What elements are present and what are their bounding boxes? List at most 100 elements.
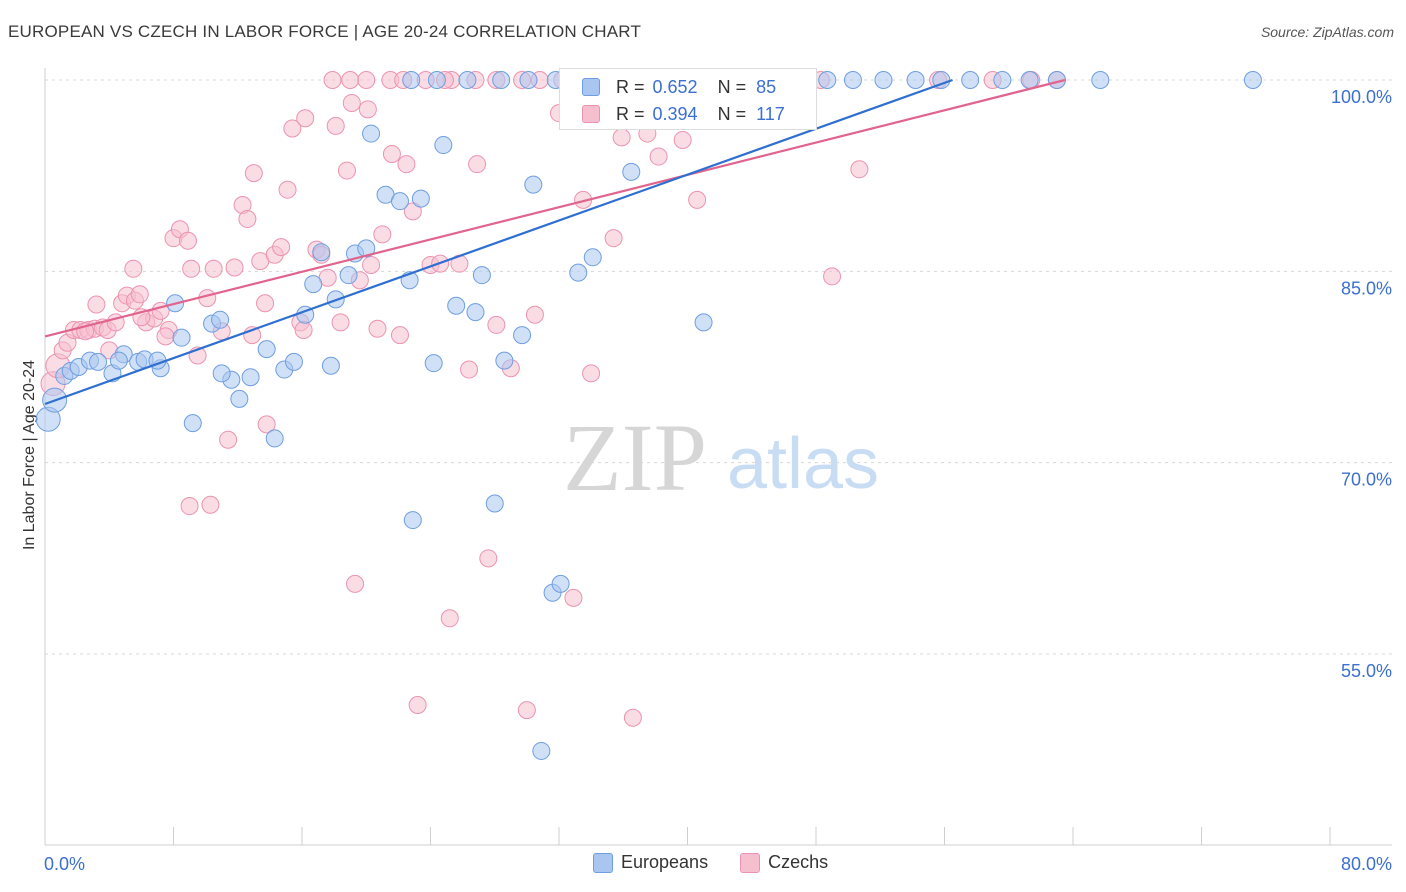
y-tick-label-3: 100.0% — [1331, 87, 1392, 107]
czechs-points — [40, 71, 1066, 727]
tick-labels: 55.0% 70.0% 85.0% 100.0% 0.0% 80.0% — [44, 87, 1392, 874]
czechs-point — [397, 155, 416, 174]
czechs-point — [479, 549, 498, 568]
europeans-point — [211, 310, 230, 329]
czechs-point — [204, 259, 223, 278]
europeans-point — [492, 71, 511, 89]
europeans-trend-line — [44, 78, 953, 406]
czechs-point — [612, 128, 631, 147]
czechs-point — [331, 313, 350, 332]
chart-title: EUROPEAN VS CZECH IN LABOR FORCE | AGE 2… — [8, 22, 642, 41]
czechs-point — [225, 258, 244, 277]
czechs-point — [390, 326, 409, 345]
europeans-point — [339, 266, 358, 285]
x-tick-label-max: 80.0% — [1341, 854, 1392, 874]
czechs-point — [130, 285, 149, 304]
europeans-point — [818, 71, 837, 89]
legend-item-europeans[interactable]: Europeans — [593, 852, 708, 873]
europeans-point — [312, 243, 331, 262]
czechs-point — [688, 190, 707, 209]
europeans-point — [519, 71, 538, 89]
czechs-point — [346, 574, 365, 593]
czechs-n-label: N = — [717, 103, 747, 124]
europeans-point — [1020, 71, 1039, 89]
stats-legend: R = 0.652 N = 85 R = 0.394 N = 117 — [559, 68, 817, 130]
europeans-point — [569, 263, 588, 282]
europeans-point — [466, 303, 485, 322]
trend-lines — [44, 78, 1066, 406]
czechs-point — [604, 229, 623, 248]
europeans-point — [284, 352, 303, 371]
europeans-point — [403, 511, 422, 530]
europeans-point — [357, 239, 376, 258]
axes — [44, 68, 1392, 846]
czechs-r-label: R = — [616, 103, 645, 124]
czechs-legend-swatch — [740, 852, 761, 873]
czechs-point — [256, 294, 275, 313]
europeans-r-value: 0.652 — [652, 76, 698, 97]
europeans-point — [241, 368, 260, 387]
europeans-point — [551, 574, 570, 593]
europeans-point — [362, 124, 381, 143]
czechs-point — [323, 71, 342, 89]
y-tick-label-0: 55.0% — [1341, 661, 1392, 681]
europeans-point — [513, 326, 532, 345]
czechs-point — [403, 202, 422, 221]
czechs-point — [326, 116, 345, 135]
europeans-point — [265, 429, 284, 448]
czechs-point — [373, 225, 392, 244]
europeans-point — [961, 71, 980, 89]
europeans-point — [447, 296, 466, 315]
czechs-point — [823, 267, 842, 286]
europeans-point — [495, 351, 514, 370]
europeans-point — [622, 162, 641, 181]
europeans-point — [390, 192, 409, 211]
europeans-point — [1047, 71, 1066, 89]
czechs-point — [850, 160, 869, 179]
europeans-point — [172, 328, 191, 347]
europeans-point — [109, 351, 128, 370]
europeans-point — [402, 71, 421, 89]
czechs-point — [408, 696, 427, 715]
czechs-point — [460, 360, 479, 379]
europeans-n-label: N = — [717, 76, 747, 97]
europeans-point — [424, 354, 443, 373]
czechs-point — [178, 231, 197, 250]
czechs-point — [468, 155, 487, 174]
europeans-point — [304, 275, 323, 294]
legend-item-czechs[interactable]: Czechs — [740, 852, 828, 873]
czechs-legend-label: Czechs — [768, 852, 829, 872]
czechs-point — [342, 93, 361, 112]
czechs-point — [294, 321, 313, 340]
source-note: Source: ZipAtlas.com — [1260, 24, 1394, 40]
stats-row-czechs: R = 0.394 N = 117 — [582, 102, 785, 126]
europeans-legend-swatch — [593, 852, 613, 873]
europeans-point — [183, 414, 202, 433]
czechs-point — [649, 147, 668, 166]
y-tick-label-1: 70.0% — [1341, 470, 1392, 490]
czechs-point — [244, 164, 263, 183]
czechs-point — [357, 71, 376, 89]
czechs-swatch — [582, 105, 600, 123]
czechs-point — [337, 161, 356, 180]
czechs-point — [272, 238, 291, 257]
europeans-point — [411, 189, 430, 208]
europeans-point — [583, 248, 602, 267]
europeans-point — [906, 71, 925, 89]
x-tick-label-min: 0.0% — [44, 854, 85, 874]
y-tick-label-2: 85.0% — [1341, 278, 1392, 298]
czechs-point — [201, 495, 220, 514]
czechs-point — [283, 119, 302, 138]
czechs-n-value: 117 — [756, 103, 785, 124]
watermark-atlas: atlas — [727, 424, 879, 504]
czechs-trend-line — [44, 78, 1066, 338]
czechs-r-value: 0.394 — [652, 103, 698, 124]
czechs-point — [296, 109, 315, 128]
europeans-point — [1091, 71, 1110, 89]
czechs-point — [487, 315, 506, 334]
watermark-zip: ZIP — [563, 404, 707, 511]
czechs-point — [87, 295, 106, 314]
czechs-point — [278, 180, 297, 199]
europeans-point — [434, 136, 453, 155]
